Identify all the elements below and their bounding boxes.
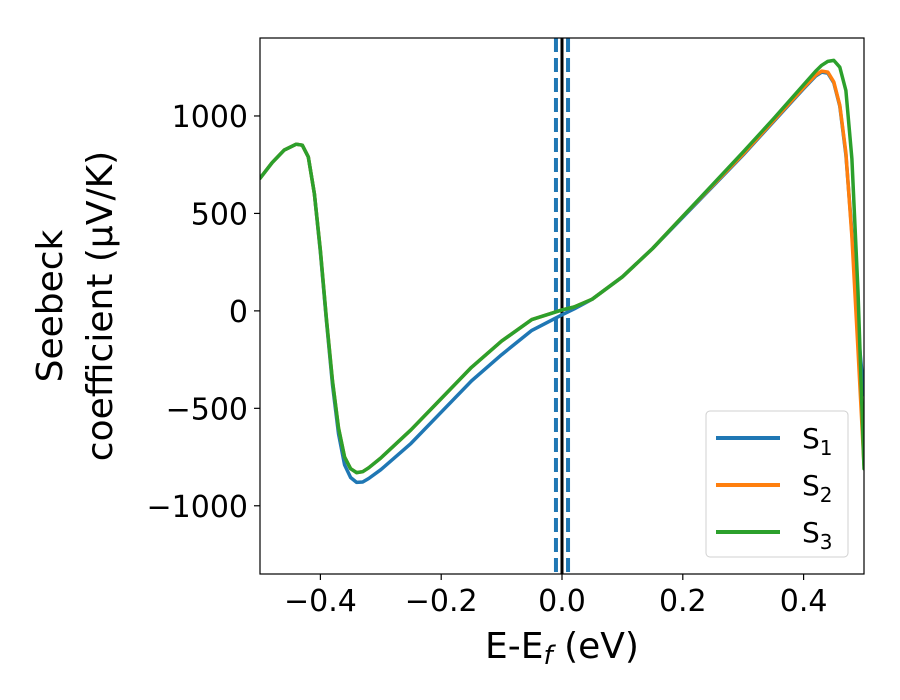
legend-label-s1: S1 [802,422,833,460]
x-axis-title: E-Ef (eV) [485,626,639,671]
x-tick-label: 0.0 [538,584,586,619]
legend-label-s2: S2 [802,469,833,507]
x-tick-label: 0.2 [659,584,707,619]
legend: S1 S2 S3 [705,410,849,558]
y-tick-label: −1000 [147,490,248,525]
x-axis-ticks: −0.4 −0.2 0.0 0.2 0.4 [284,574,827,619]
series-line-s3 [260,58,864,475]
y-axis-title-line2: coefficient (μV/K) [80,151,121,461]
x-tick-label: −0.4 [284,584,357,619]
y-axis-title-line1: Seebeck [30,229,71,382]
y-tick-label: 500 [191,197,248,232]
y-tick-label: −500 [166,392,248,427]
legend-label-s3: S3 [802,516,833,554]
reference-lines [553,38,571,574]
y-tick-label: 1000 [172,100,248,135]
series-lines [260,58,864,485]
x-tick-label: −0.2 [405,584,478,619]
y-axis-ticks: −1000 −500 0 500 1000 [147,100,260,525]
y-tick-label: 0 [229,295,248,330]
x-tick-label: 0.4 [780,584,828,619]
